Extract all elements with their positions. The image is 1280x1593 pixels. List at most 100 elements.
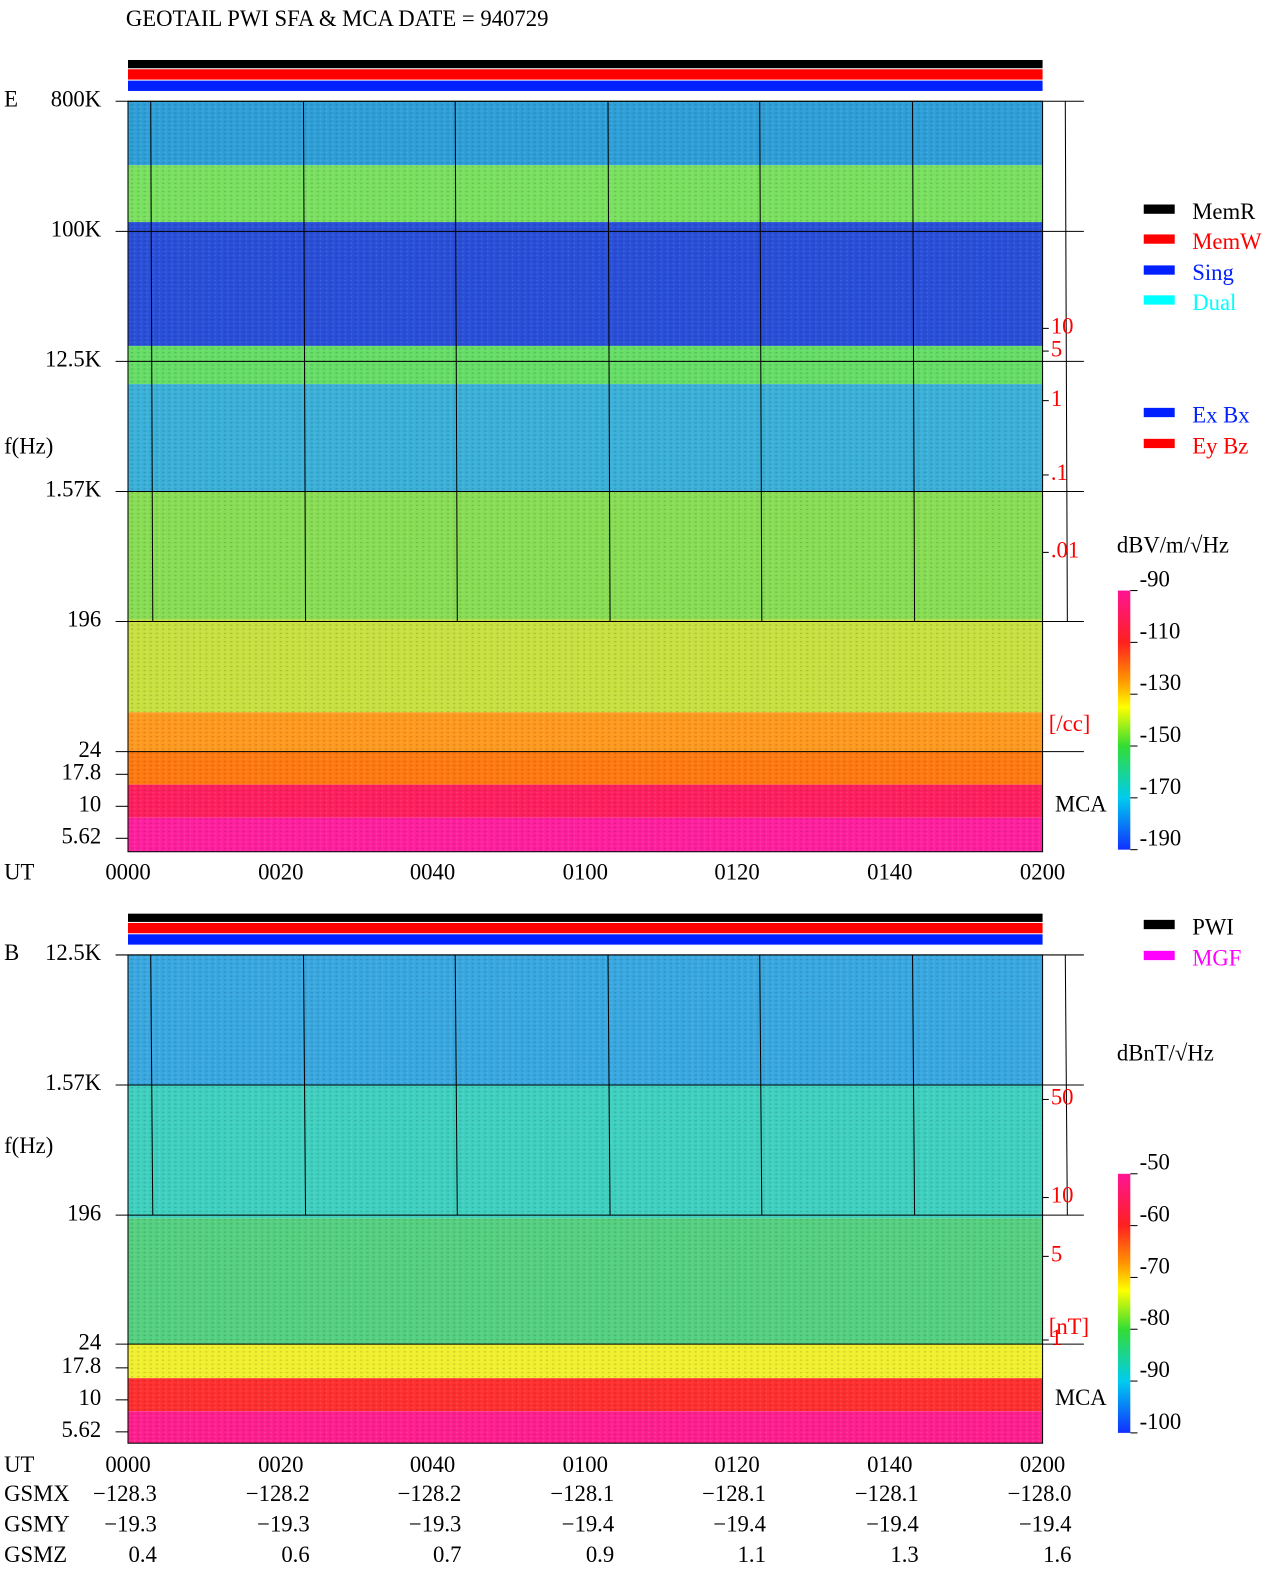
orbit-value: −128.1	[855, 1481, 919, 1506]
spectrogram-texture	[128, 165, 1043, 223]
legend-label: Dual	[1192, 290, 1236, 315]
y-tick-label: 24	[78, 737, 101, 762]
time-marker	[607, 954, 611, 1216]
colorbar-label: -130	[1140, 670, 1182, 695]
colorbar-label: -50	[1140, 1150, 1170, 1175]
y-tick-label: 10	[78, 1385, 101, 1410]
colorbar-label: -150	[1140, 722, 1182, 747]
orbit-value: 0.6	[281, 1542, 309, 1567]
spectrogram-texture	[128, 1085, 1043, 1219]
y-tick-label: 196	[67, 1200, 101, 1225]
colorbar	[1117, 590, 1131, 850]
y-tick-label: 17.8	[61, 760, 101, 785]
colorbar-label: -60	[1140, 1202, 1170, 1227]
time-marker	[759, 954, 763, 1216]
mca-label: MCA	[1055, 1385, 1107, 1410]
colorbar-label: -90	[1140, 1357, 1170, 1382]
time-marker	[912, 954, 916, 1216]
spectrogram-texture	[128, 619, 1043, 713]
orbit-value: −19.4	[1019, 1512, 1072, 1537]
legend-label: Ey Bz	[1192, 433, 1248, 458]
orbit-value: −19.3	[104, 1512, 157, 1537]
legend-swatch	[1143, 295, 1175, 305]
legend-label: Sing	[1192, 260, 1234, 285]
density-tick-label: .1	[1051, 460, 1068, 485]
orbit-value: −19.3	[409, 1512, 462, 1537]
panel-label: B	[4, 940, 19, 965]
x-tick-label: 0120	[714, 860, 759, 885]
y-tick-label: 196	[67, 607, 101, 632]
density-tick-label: .01	[1051, 538, 1079, 563]
status-bar	[128, 59, 1043, 69]
legend-label: MGF	[1192, 945, 1241, 970]
spectrogram-texture	[128, 817, 1043, 852]
spectrogram-texture	[128, 384, 1043, 492]
colorbar	[1117, 1173, 1131, 1433]
time-marker	[607, 101, 611, 622]
x-tick-label: 0020	[258, 860, 303, 885]
orbit-value: −19.4	[562, 1512, 615, 1537]
status-bar	[128, 913, 1043, 922]
mca-label: MCA	[1055, 792, 1107, 817]
x-tick-label: 0140	[867, 1452, 912, 1477]
layer: Ef(Hz)800K100K12.5K1.57K1962417.8105.621…	[4, 59, 1262, 1567]
time-marker	[454, 954, 458, 1216]
colorbar-label: -110	[1140, 618, 1181, 643]
orbit-value: 1.6	[1043, 1542, 1071, 1567]
y-axis-label: f(Hz)	[4, 433, 53, 458]
panel-label: E	[4, 86, 18, 111]
orbit-value: −19.3	[257, 1512, 310, 1537]
time-marker	[1064, 954, 1068, 1216]
y-tick-label: 12.5K	[45, 940, 102, 965]
status-bar	[128, 922, 1043, 934]
status-bar	[128, 69, 1043, 80]
density-unit: [/cc]	[1049, 711, 1091, 736]
y-tick-label: 100K	[51, 217, 102, 242]
colorbar-label: -90	[1140, 566, 1170, 591]
status-bar	[128, 934, 1043, 945]
orbit-value: 0.9	[586, 1542, 614, 1567]
density-tick-label: 5	[1051, 336, 1062, 361]
spectrogram-texture	[128, 222, 1043, 346]
legend-swatch	[1143, 919, 1175, 930]
orbit-value: 0.7	[433, 1542, 461, 1567]
legend-swatch	[1143, 407, 1175, 418]
spectrogram-texture	[128, 784, 1043, 818]
orbit-label: GSMX	[4, 1481, 70, 1506]
orbit-value: −128.2	[246, 1481, 310, 1506]
time-marker	[302, 954, 307, 1216]
ut-label: UT	[4, 1452, 34, 1477]
time-marker	[912, 101, 916, 622]
x-tick-label: 0120	[714, 1452, 759, 1477]
time-marker	[1064, 101, 1068, 622]
density-tick-label: 5	[1051, 1242, 1062, 1267]
legend-label: Ex Bx	[1192, 402, 1250, 427]
time-marker	[302, 101, 307, 622]
ut-label: UT	[4, 860, 34, 885]
legend-swatch	[1143, 950, 1175, 961]
orbit-value: 1.3	[890, 1542, 918, 1567]
y-tick-label: 5.62	[61, 824, 101, 849]
orbit-label: GSMY	[4, 1512, 70, 1537]
colorbar-label: -70	[1140, 1253, 1170, 1278]
x-tick-label: 0000	[105, 860, 150, 885]
spectrogram-texture	[128, 345, 1043, 385]
y-tick-label: 24	[78, 1329, 101, 1354]
spectrogram-texture	[128, 751, 1043, 785]
density-tick-label: 10	[1051, 314, 1074, 339]
density-tick-label: 50	[1051, 1085, 1074, 1110]
density-tick-label: 10	[1051, 1183, 1074, 1208]
orbit-value: −19.4	[713, 1512, 766, 1537]
orbit-value: 0.4	[129, 1542, 157, 1567]
x-tick-label: 0040	[410, 1452, 455, 1477]
x-tick-label: 0200	[1020, 860, 1065, 885]
orbit-value: −128.2	[398, 1481, 462, 1506]
spectrogram-texture	[128, 712, 1043, 752]
time-marker	[759, 101, 763, 622]
legend-label: MemW	[1192, 229, 1262, 254]
density-tick-label: 1	[1051, 386, 1062, 411]
spectrogram-texture	[128, 1411, 1043, 1444]
colorbar-label: -190	[1140, 826, 1182, 851]
time-marker	[150, 954, 154, 1216]
